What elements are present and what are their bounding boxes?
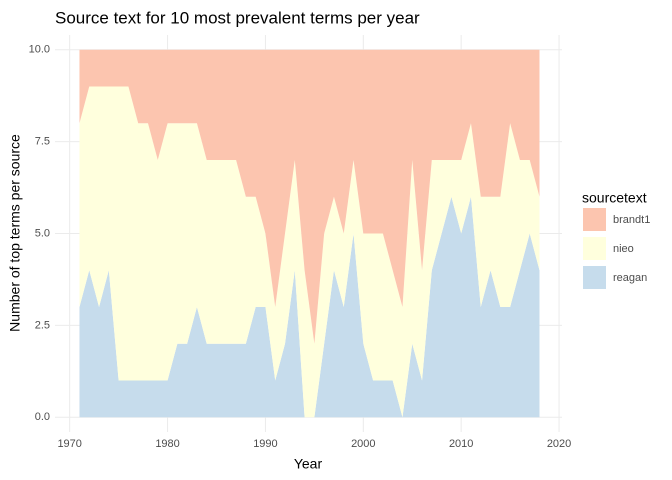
legend-key [583, 266, 606, 289]
legend-key [583, 208, 606, 231]
y-tick-label: 5.0 [35, 227, 50, 239]
legend-key [583, 237, 606, 260]
legend-label: nieo [613, 243, 634, 255]
y-tick-label: 10.0 [29, 44, 50, 56]
x-tick-label: 2010 [449, 438, 473, 450]
chart-title: Source text for 10 most prevalent terms … [55, 8, 420, 27]
legend-label: reagan [613, 272, 647, 284]
y-tick-label: 2.5 [35, 319, 50, 331]
y-tick-label: 7.5 [35, 136, 50, 148]
y-tick-label: 0.0 [35, 411, 50, 423]
x-tick-label: 1970 [57, 438, 81, 450]
area [79, 86, 540, 418]
area [79, 49, 540, 344]
x-tick-label: 2020 [547, 438, 571, 450]
legend-label: brandt1 [613, 214, 650, 226]
x-tick-label: 1990 [253, 438, 277, 450]
x-tick-label: 2000 [351, 438, 375, 450]
y-axis-label: Number of top terms per source [7, 134, 23, 332]
x-axis-label: Year [294, 456, 323, 472]
x-tick-label: 1980 [155, 438, 179, 450]
area [79, 196, 540, 418]
legend-title: sourcetext [582, 190, 647, 206]
